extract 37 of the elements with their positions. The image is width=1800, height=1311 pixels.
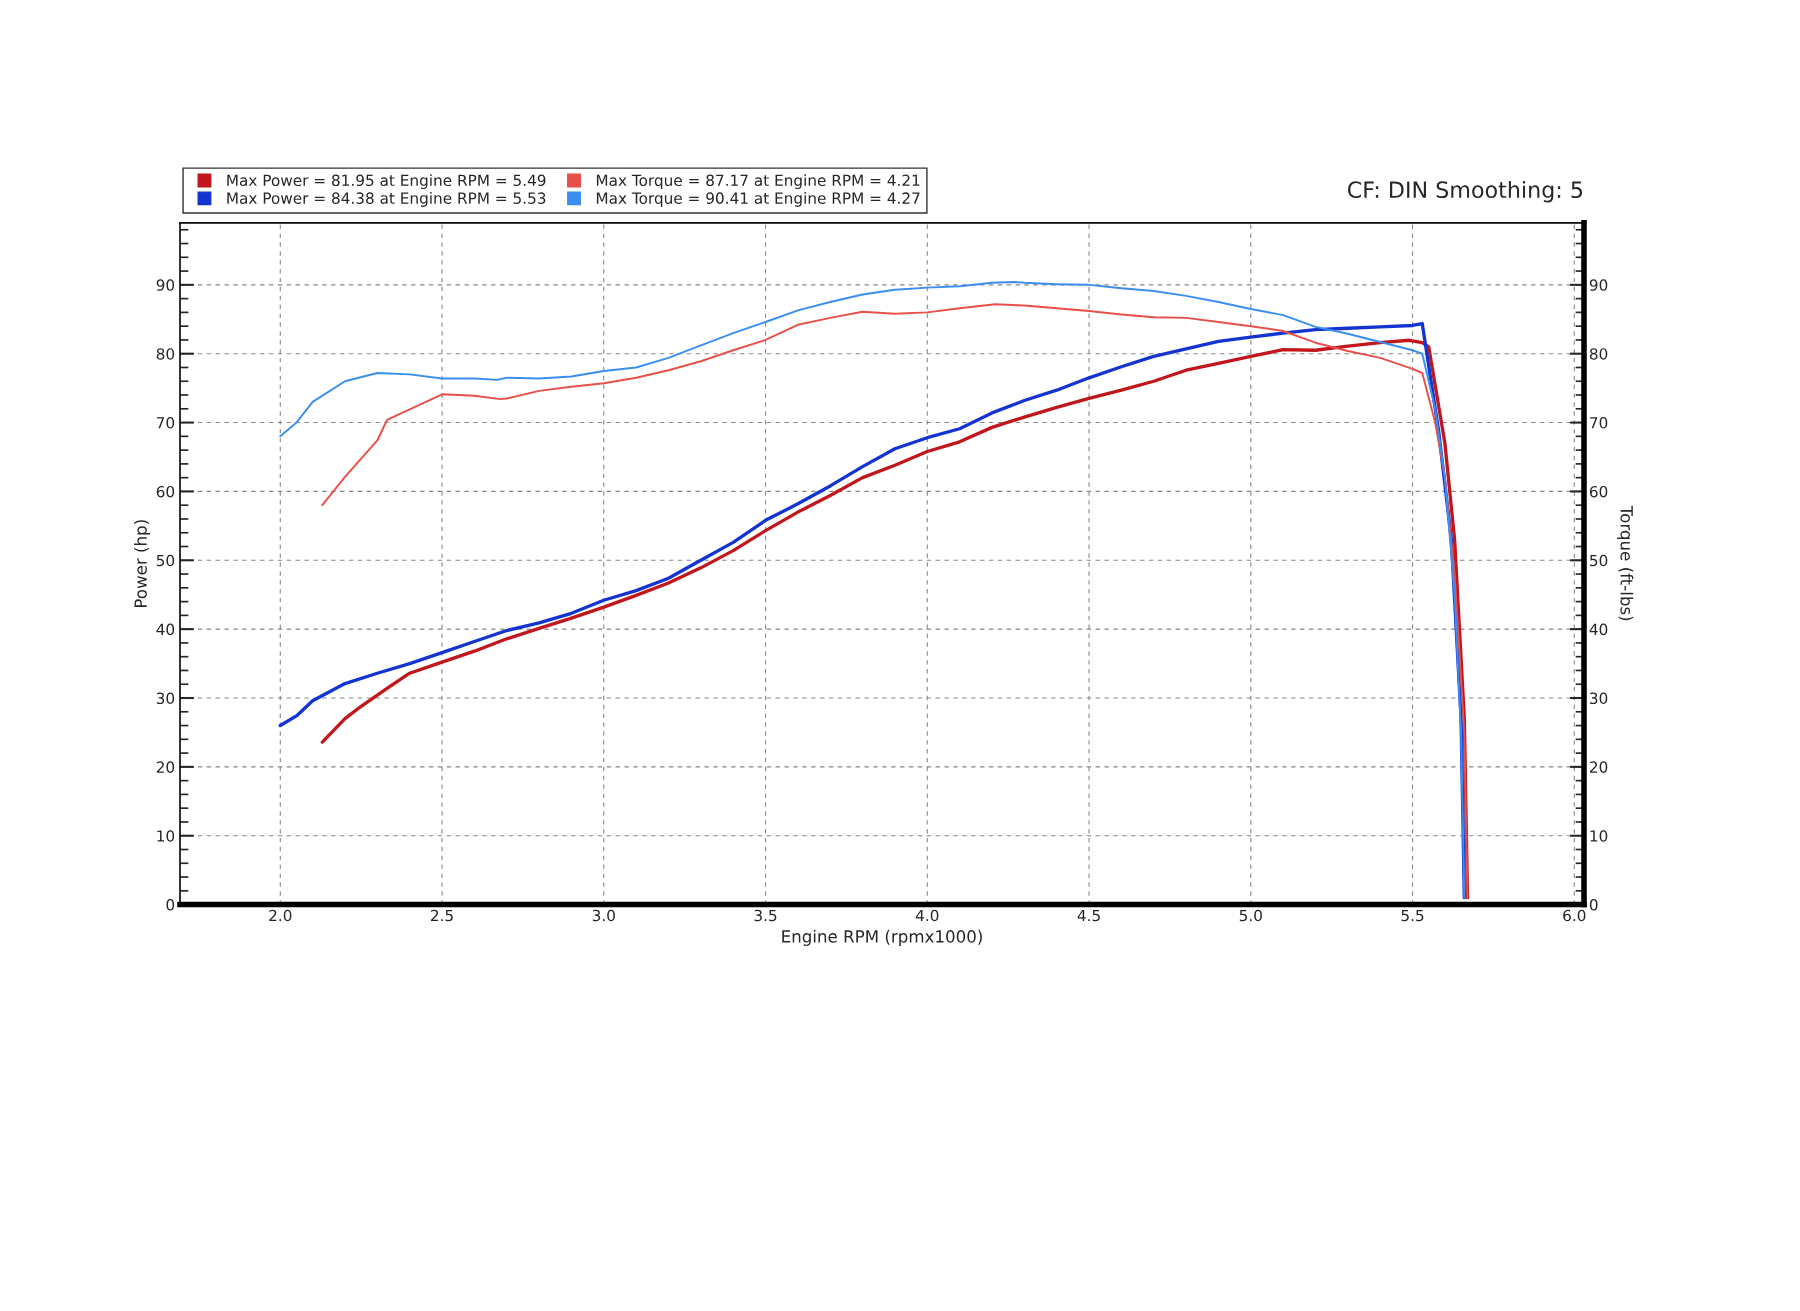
y2-tick-label: 90 xyxy=(1589,279,1608,291)
y-axis-title: Power (hp) xyxy=(134,520,151,608)
x-tick-label: 2.5 xyxy=(431,909,453,922)
x-tick-label: 4.0 xyxy=(915,909,939,922)
y2-tick-label: 20 xyxy=(1589,761,1608,773)
y-tick-label: 30 xyxy=(156,692,175,705)
y2-tick-label: 40 xyxy=(1589,623,1608,636)
x-tick-label: 3.5 xyxy=(754,909,777,922)
y2-tick-label: 60 xyxy=(1589,485,1608,498)
y-tick-label: 80 xyxy=(156,348,175,360)
y-tick-label: 20 xyxy=(156,761,175,773)
y2-tick-label: 80 xyxy=(1589,348,1608,360)
y-tick-label: 0 xyxy=(166,899,175,911)
x-tick-label: 4.5 xyxy=(1077,909,1100,922)
y-tick-label: 50 xyxy=(156,554,175,567)
y2-axis-title: Torque (ft-lbs) xyxy=(1617,505,1634,621)
y-tick-label: 40 xyxy=(156,623,175,636)
legend-label: Max Torque = 90.41 at Engine RPM = 4.27 xyxy=(596,192,920,207)
y2-tick-label: 30 xyxy=(1590,692,1608,705)
y-tick-label: 70 xyxy=(156,417,175,429)
y-tick-label: 90 xyxy=(156,279,175,291)
x-tick-label: 2.0 xyxy=(269,909,292,922)
x-tick-label: 5.0 xyxy=(1239,909,1262,922)
y2-tick-label: 10 xyxy=(1590,830,1608,842)
legend-label: Max Power = 81.95 at Engine RPM = 5.49 xyxy=(227,174,546,190)
x-tick-label: 5.5 xyxy=(1401,909,1424,922)
y2-tick-label: 50 xyxy=(1590,554,1608,567)
y2-tick-label: 70 xyxy=(1590,417,1608,429)
legend-label: Max Torque = 87.17 at Engine RPM = 4.21 xyxy=(596,174,920,190)
y-tick-label: 10 xyxy=(157,830,175,842)
x-tick-label: 3.0 xyxy=(592,909,615,922)
y2-tick-label: 0 xyxy=(1589,899,1598,911)
x-tick-label: 6.0 xyxy=(1563,909,1586,922)
legend-label: Max Power = 84.38 at Engine RPM = 5.53 xyxy=(227,192,546,207)
y-tick-label: 60 xyxy=(156,485,175,498)
text: CF: DIN Smoothing: 5 xyxy=(1347,180,1583,203)
x-axis-title: Engine RPM (rpmx1000) xyxy=(782,929,982,946)
